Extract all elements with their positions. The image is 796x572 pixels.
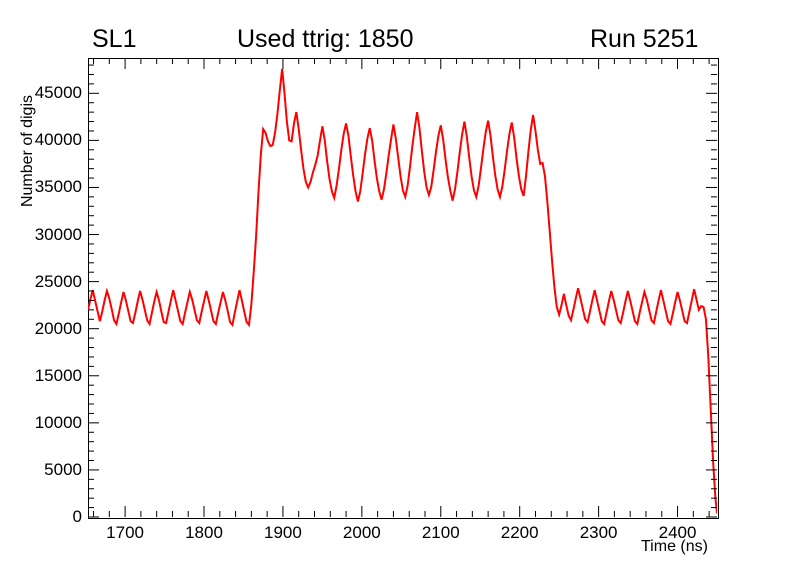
panel-label-sl: SL1 [92,25,137,53]
panel-label-run: Run 5251 [590,25,699,53]
y-tick-label: 40000 [34,130,82,150]
plot-area [88,68,717,514]
y-tick-label: 25000 [34,271,82,291]
x-tick-label: 1900 [264,523,302,542]
x-tick-label: 2400 [658,523,697,542]
x-tick-label: 2100 [421,523,460,542]
y-tick-label: 35000 [34,177,82,197]
y-tick-label: 30000 [34,224,82,244]
y-tick-label: 0 [72,507,82,526]
x-tick-label: 1800 [185,523,223,542]
plot-frame [88,58,719,519]
x-tick-label: 2000 [342,523,381,542]
y-tick-label: 10000 [34,412,82,432]
y-tick-label: 5000 [44,459,82,479]
x-tick-label: 2200 [500,523,539,542]
panel-title-ttrig: Used ttrig: 1850 [237,25,414,53]
data-line-digis [88,68,717,514]
y-tick-label: 15000 [34,365,82,385]
y-tick-label: 20000 [34,318,82,338]
x-axis-title: Time (ns) [641,538,708,555]
x-tick-label: 1700 [106,523,144,542]
x-tick-label: 2300 [579,523,618,542]
y-tick-label: 45000 [34,83,82,103]
